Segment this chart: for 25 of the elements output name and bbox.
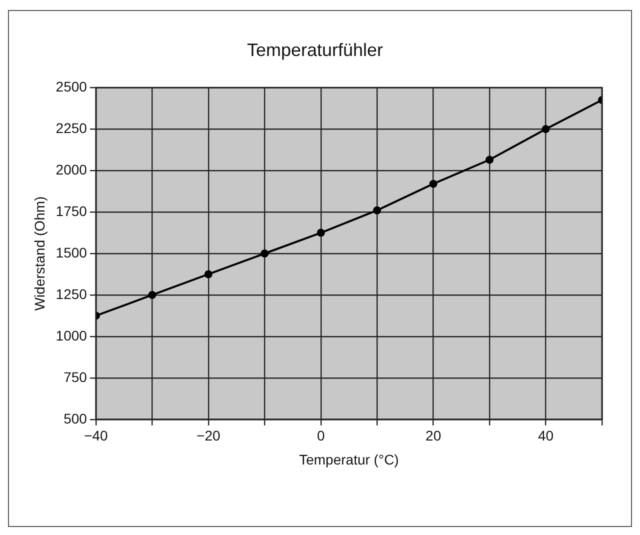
point <box>148 290 156 299</box>
y-tick-label: 1250 <box>56 286 88 302</box>
x-axis-title: Temperatur (°C) <box>299 451 399 468</box>
chart-title: Temperaturfühler <box>246 40 384 60</box>
y-tick-label: 2250 <box>56 120 88 136</box>
x-tick-label: 40 <box>538 428 554 444</box>
point <box>204 270 212 278</box>
y-tick-label: 750 <box>64 368 88 385</box>
x-tick-label: −40 <box>84 428 108 444</box>
point <box>373 206 382 214</box>
y-axis-title: Widerstand (Ohm) <box>31 196 48 311</box>
y-tick-label: 2500 <box>56 78 88 94</box>
point <box>542 125 550 134</box>
point <box>316 228 325 237</box>
y-tick-label: 1500 <box>56 244 88 260</box>
x-tick-label: 20 <box>426 428 442 444</box>
x-tick-label: 0 <box>316 428 325 444</box>
point <box>429 180 438 188</box>
point <box>260 250 269 258</box>
y-tick-label: 500 <box>64 410 88 426</box>
x-tick-label: −20 <box>196 428 220 444</box>
point <box>486 156 494 164</box>
y-tick-label: 1000 <box>56 327 88 344</box>
y-tick-label: 1750 <box>56 202 88 219</box>
y-tick-label: 2000 <box>56 161 88 178</box>
